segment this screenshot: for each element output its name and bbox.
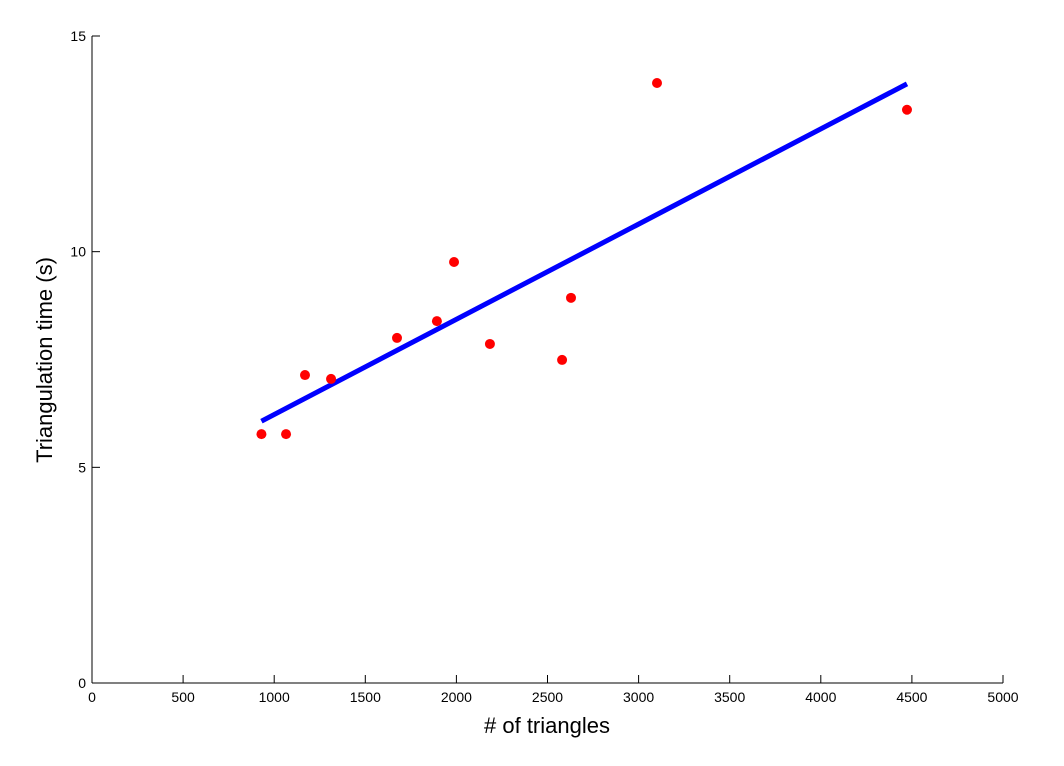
x-tick-label: 5000 [987, 689, 1018, 705]
y-tick-label: 15 [70, 28, 86, 44]
data-point [326, 373, 337, 384]
data-point [566, 292, 577, 303]
x-tick-label: 500 [171, 689, 195, 705]
y-tick-label: 10 [70, 244, 86, 260]
data-point [392, 332, 403, 343]
fit-line [260, 81, 909, 424]
x-tick-label: 1000 [259, 689, 290, 705]
data-point [281, 429, 292, 440]
data-point [256, 429, 267, 440]
x-tick-label: 1500 [350, 689, 381, 705]
y-tick-label: 0 [78, 675, 86, 691]
x-tick-label: 2000 [441, 689, 472, 705]
data-point [449, 257, 460, 268]
data-point [431, 316, 442, 327]
x-tick-label: 2500 [532, 689, 563, 705]
x-tick-label: 3000 [623, 689, 654, 705]
x-axis-label: # of triangles [484, 713, 610, 738]
data-point [557, 354, 568, 365]
data-point [484, 338, 495, 349]
y-tick-label: 5 [78, 459, 86, 475]
x-tick-label: 4000 [805, 689, 836, 705]
x-tick-label: 3500 [714, 689, 745, 705]
data-point [299, 370, 310, 381]
x-tick-label: 0 [88, 689, 96, 705]
data-point [901, 104, 912, 115]
x-tick-label: 4500 [896, 689, 927, 705]
data-point [652, 78, 663, 89]
y-axis-label: Triangulation time (s) [32, 257, 57, 463]
